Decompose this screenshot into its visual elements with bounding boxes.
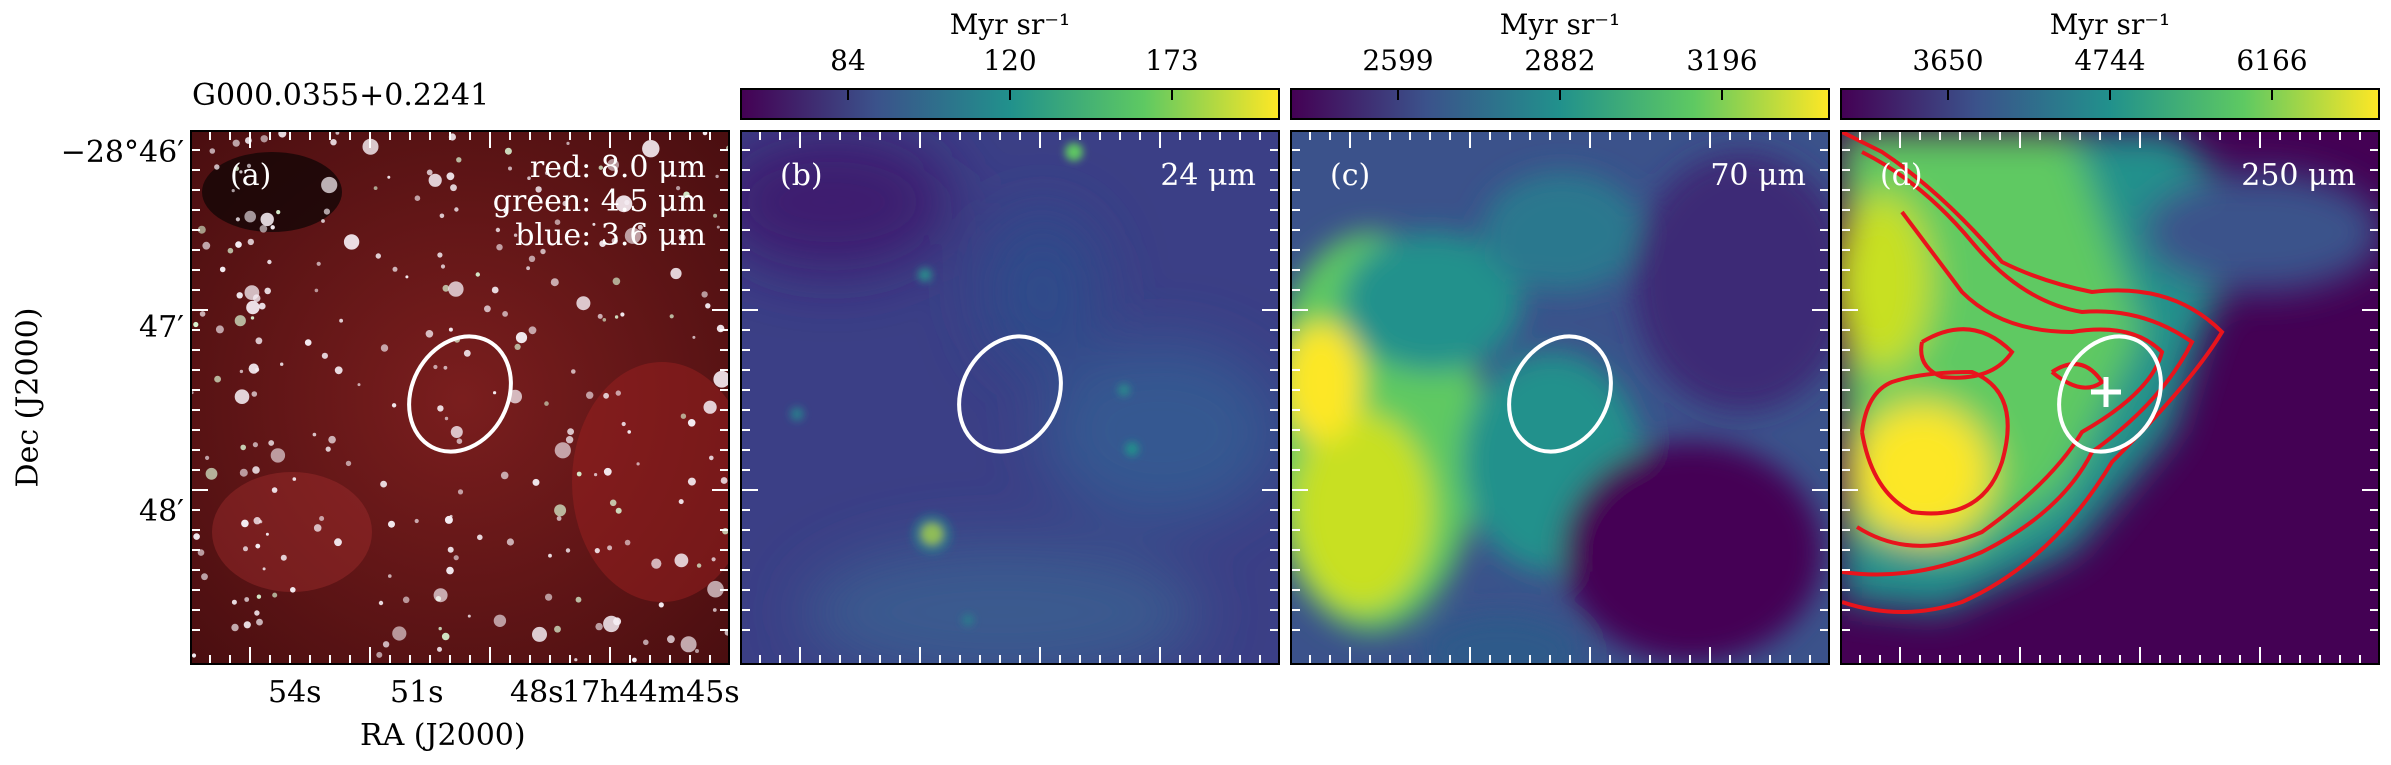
- legend-red: red: 8.0 μm: [529, 150, 706, 185]
- ra-tick-label: 48s: [510, 675, 564, 710]
- colorbar-unit-24um: Myr sr⁻¹: [949, 8, 1071, 41]
- colorbar-tick: 2599: [1362, 44, 1434, 77]
- colorbar-tick: 173: [1145, 44, 1199, 77]
- colorbar-tick: 84: [830, 44, 866, 77]
- panel-b-band: 24 μm: [1160, 158, 1256, 193]
- dec-tick-label: −28°46′: [60, 135, 184, 170]
- colorbar-unit-250um: Myr sr⁻¹: [2049, 8, 2171, 41]
- legend-blue: blue: 3.6 μm: [515, 218, 706, 253]
- colorbar-unit-70um: Myr sr⁻¹: [1499, 8, 1621, 41]
- panel-c-70um-image: (c) 70 μm: [1290, 130, 1830, 665]
- dec-axis-label: Dec (J2000): [10, 307, 46, 488]
- dec-tick-label: 47′: [139, 310, 184, 345]
- colorbar-ticks: [847, 88, 2273, 100]
- ra-tick-label: 17h44m45s: [562, 675, 740, 710]
- ra-tick-label: 51s: [390, 675, 444, 710]
- ra-tick-label: 54s: [268, 675, 322, 710]
- peak-marker: [2091, 377, 2121, 407]
- colorbar-tick: 2882: [1524, 44, 1596, 77]
- panel-a-rgb-image: (a) red: 8.0 μm green: 4.5 μm blue: 3.6 …: [190, 130, 730, 665]
- dec-tick-label: 48′: [139, 494, 184, 529]
- panel-d-band: 250 μm: [2241, 158, 2356, 193]
- source-name: G000.0355+0.2241: [192, 78, 490, 113]
- panel-b-24um-image: (b) 24 μm: [740, 130, 1280, 665]
- colorbar-tick: 3196: [1686, 44, 1758, 77]
- panel-a-letter: (a): [230, 158, 272, 193]
- panel-b-letter: (b): [780, 158, 823, 193]
- legend-green: green: 4.5 μm: [492, 184, 706, 219]
- ra-axis-label: RA (J2000): [360, 718, 526, 753]
- colorbar-tick: 4744: [2074, 44, 2146, 77]
- panel-c-letter: (c): [1330, 158, 1371, 193]
- colorbar-tick: 3650: [1912, 44, 1984, 77]
- panel-c-band: 70 μm: [1710, 158, 1806, 193]
- colorbar-tick: 6166: [2236, 44, 2308, 77]
- panel-d-letter: (d): [1880, 158, 1923, 193]
- colorbar-tick: 120: [983, 44, 1037, 77]
- panel-d-250um-image: (d) 250 μm: [1840, 130, 2380, 665]
